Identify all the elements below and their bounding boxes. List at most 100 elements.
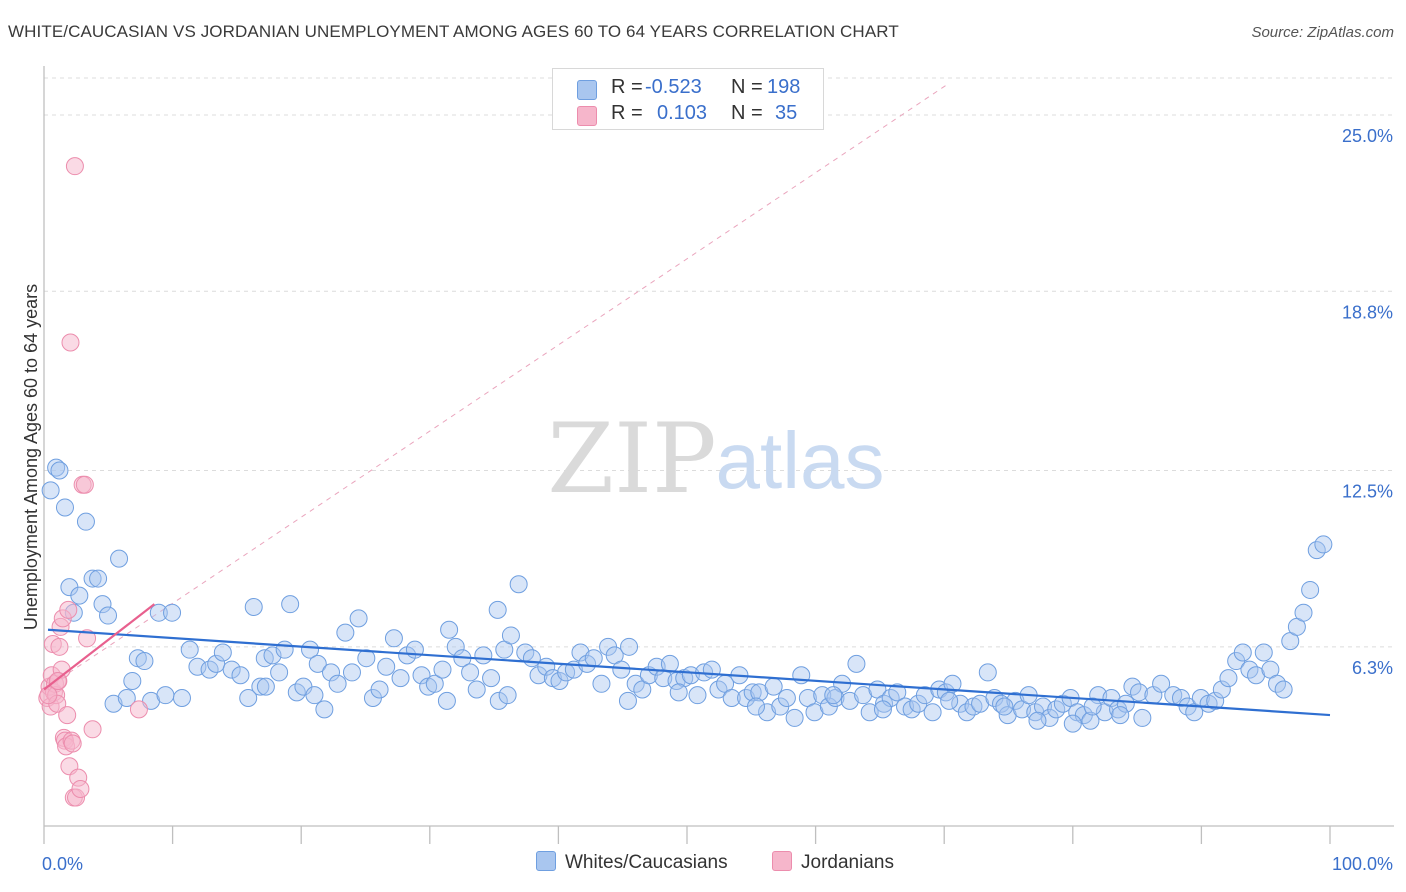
jordanian-point bbox=[50, 637, 69, 656]
y-tick-label: 25.0% bbox=[1342, 126, 1393, 146]
white-point bbox=[1233, 643, 1252, 662]
jordanian-trend-line bbox=[43, 603, 156, 691]
white-point bbox=[50, 461, 69, 480]
white-point bbox=[1274, 680, 1293, 699]
white-point bbox=[41, 481, 60, 500]
white-point bbox=[592, 674, 611, 693]
white-point bbox=[180, 640, 199, 659]
white-point bbox=[824, 686, 843, 705]
n-label: N = bbox=[731, 76, 763, 98]
white-point bbox=[1254, 643, 1273, 662]
white-point bbox=[412, 666, 431, 685]
diagonal-line bbox=[43, 83, 949, 690]
white-point bbox=[467, 680, 486, 699]
white-point bbox=[83, 569, 102, 588]
white-point bbox=[992, 694, 1011, 713]
white-point bbox=[370, 680, 389, 699]
white-point bbox=[873, 700, 892, 719]
r-label: R = bbox=[611, 102, 643, 124]
white-point bbox=[888, 683, 907, 702]
jordanian-points bbox=[38, 157, 148, 807]
x-tick-label: 100.0% bbox=[1332, 854, 1393, 874]
white-point bbox=[860, 703, 879, 722]
white-points bbox=[41, 458, 1333, 733]
white-point bbox=[1063, 714, 1082, 733]
white-point bbox=[322, 663, 341, 682]
r-label: R = bbox=[611, 76, 643, 98]
y-tick-label: 12.5% bbox=[1342, 481, 1393, 501]
jordanian-point bbox=[78, 629, 97, 648]
r-value: 0.103 bbox=[657, 102, 708, 124]
white-point bbox=[847, 654, 866, 673]
y-tick-label: 18.8% bbox=[1342, 302, 1393, 322]
bottom-legend-white: Whites/Caucasians bbox=[536, 851, 728, 874]
jordanian-point bbox=[58, 706, 77, 725]
legend-row-white: R = -0.523 N = 198 bbox=[553, 75, 823, 101]
bottom-legend-jordanian: Jordanians bbox=[772, 851, 894, 874]
white-point bbox=[275, 640, 294, 659]
white-point bbox=[117, 689, 136, 708]
white-point bbox=[620, 637, 639, 656]
white-point bbox=[222, 660, 241, 679]
white-point bbox=[785, 708, 804, 727]
white-point bbox=[446, 637, 465, 656]
white-point bbox=[1081, 711, 1100, 730]
n-value: 35 bbox=[775, 102, 798, 124]
white-point bbox=[1152, 674, 1171, 693]
r-value: -0.523 bbox=[645, 76, 702, 98]
white-point bbox=[777, 689, 796, 708]
white-point bbox=[1219, 669, 1238, 688]
white-point bbox=[104, 694, 123, 713]
white-point bbox=[681, 666, 700, 685]
white-point bbox=[281, 595, 300, 614]
white-point bbox=[342, 663, 361, 682]
white-point bbox=[940, 691, 959, 710]
jordanian-point bbox=[63, 734, 82, 753]
white-point bbox=[489, 691, 508, 710]
white-point bbox=[349, 609, 368, 628]
axes bbox=[43, 66, 1394, 844]
white-point bbox=[923, 703, 942, 722]
n-label: N = bbox=[731, 102, 763, 124]
white-point bbox=[509, 575, 528, 594]
x-tick-label: 0.0% bbox=[42, 854, 83, 874]
white-point bbox=[1083, 697, 1102, 716]
chart-title: WHITE/CAUCASIAN VS JORDANIAN UNEMPLOYMEN… bbox=[8, 22, 899, 41]
white-point bbox=[1116, 694, 1135, 713]
white-point bbox=[1314, 535, 1333, 554]
white-trend-line bbox=[47, 628, 1331, 717]
white-point bbox=[943, 674, 962, 693]
white-point bbox=[172, 689, 191, 708]
tick-labels: 6.3% 12.5% 18.8% 25.0% 0.0% 100.0% bbox=[42, 126, 1393, 874]
white-point bbox=[840, 691, 859, 710]
white-point bbox=[437, 691, 456, 710]
jordanian-point bbox=[71, 780, 90, 799]
white-swatch bbox=[577, 80, 597, 100]
white-swatch bbox=[536, 851, 556, 871]
white-point bbox=[256, 677, 275, 696]
white-point bbox=[301, 640, 320, 659]
white-point bbox=[76, 512, 95, 531]
white-point bbox=[660, 654, 679, 673]
white-point bbox=[1111, 706, 1130, 725]
jordanian-swatch bbox=[772, 851, 792, 871]
white-point bbox=[498, 686, 517, 705]
jordanian-point bbox=[83, 720, 102, 739]
white-point bbox=[758, 703, 777, 722]
diagonal-reference-line bbox=[43, 83, 949, 690]
jordanian-point bbox=[59, 600, 78, 619]
white-point bbox=[336, 623, 355, 642]
white-point bbox=[1130, 683, 1149, 702]
white-point bbox=[244, 598, 263, 617]
white-point bbox=[55, 498, 74, 517]
white-point bbox=[688, 686, 707, 705]
white-point bbox=[488, 600, 507, 619]
white-point bbox=[70, 586, 89, 605]
white-point bbox=[743, 683, 762, 702]
white-point bbox=[305, 686, 324, 705]
jordanian-point bbox=[75, 475, 94, 494]
white-point bbox=[47, 458, 66, 477]
white-point bbox=[156, 686, 175, 705]
jordanian-swatch bbox=[577, 106, 597, 126]
